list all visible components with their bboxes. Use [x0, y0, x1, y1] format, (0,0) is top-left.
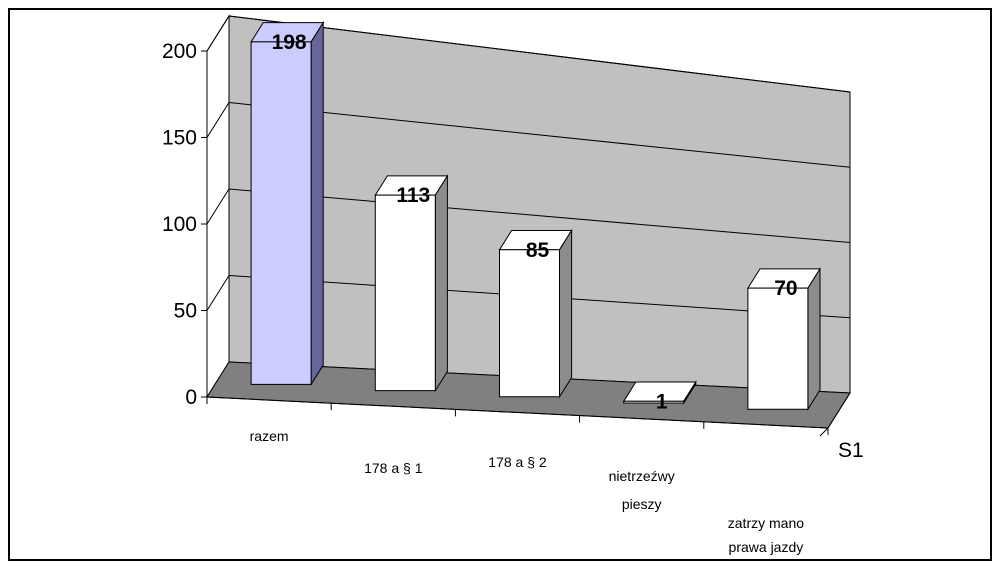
bar: [250, 41, 312, 385]
depth-tick: [819, 427, 829, 437]
bar-side: [807, 267, 821, 411]
depth-axis: S1: [819, 392, 864, 462]
y-tick-label: 0: [185, 386, 197, 409]
bar: [374, 194, 436, 392]
gridline-side: [206, 275, 230, 311]
gridline: [228, 102, 851, 168]
data-labels: 198 113 85 1 70: [272, 31, 798, 413]
bar: [747, 287, 809, 410]
data-label: 85: [526, 239, 550, 262]
data-label: 1: [656, 390, 668, 413]
gridline-side: [206, 188, 230, 225]
y-tick-label: 200: [162, 40, 197, 63]
x-axis-line: [206, 396, 829, 429]
data-label: 198: [272, 31, 307, 54]
x-tick-label: 178 a § 1: [364, 460, 423, 476]
bar-side: [434, 174, 448, 393]
series-name-label: S1: [838, 439, 864, 462]
data-label: 70: [774, 277, 797, 300]
gridline: [228, 15, 851, 93]
y-tick-label: 150: [162, 127, 197, 150]
bar-side: [310, 20, 324, 387]
gridline-side: [206, 15, 230, 52]
x-tick-label: nietrzeźwy: [609, 468, 675, 484]
y-axis: 0 50 100 150 200: [162, 40, 208, 409]
depth-axis-line: [827, 392, 851, 429]
gridline-side: [206, 102, 230, 138]
bar-side: [559, 228, 573, 399]
data-label: 113: [396, 184, 430, 207]
x-tick-label: pieszy: [622, 496, 662, 512]
x-tick-label: zatrzy mano: [728, 515, 804, 531]
bar: [623, 400, 685, 404]
x-axis: razem 178 a § 1 178 a § 2 nietrzeźwy pieszy z…: [206, 396, 829, 555]
bar: [499, 249, 560, 398]
x-tick-label: 178 a § 2: [488, 454, 547, 470]
y-tick-label: 50: [174, 300, 197, 323]
bars: [250, 20, 821, 411]
gridline: [228, 188, 851, 243]
x-tick-label: prawa jazdy: [729, 539, 804, 555]
y-tick-label: 100: [162, 213, 197, 236]
x-tick-label: razem: [250, 428, 289, 444]
